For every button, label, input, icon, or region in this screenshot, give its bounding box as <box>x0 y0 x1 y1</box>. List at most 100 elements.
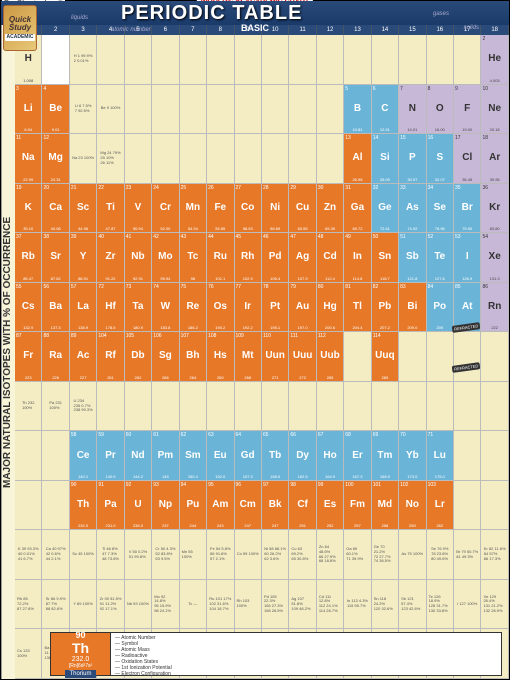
element-B: 5B10.81 <box>344 85 371 134</box>
isotope-cell <box>125 134 152 183</box>
isotope-cell <box>42 481 69 530</box>
logo-badge: ACADEMIC <box>5 34 36 41</box>
element-Ir: 77Ir192.2 <box>235 283 262 332</box>
isotope-cell: Ga 69 60.1%71 39.9% <box>344 530 371 579</box>
isotope-cell: Cr 50 4.3%52 83.8%53 9.5% <box>152 530 179 579</box>
isotope-cell <box>180 382 207 431</box>
group-num: 12 <box>317 25 344 35</box>
group-num: 8 <box>207 25 234 35</box>
element-Tc: 43Tc98 <box>180 233 207 282</box>
isotope-cell: Kr 82 11.6%84 57%86 17.3% <box>481 530 508 579</box>
key-symbol: Th <box>72 640 89 656</box>
quickstudy-logo: Quick Study ACADEMIC <box>3 5 37 51</box>
key-atomic-num: 90 <box>75 630 85 640</box>
element-Bk: 97Bk247 <box>262 481 289 530</box>
isotope-cell <box>262 382 289 431</box>
table-row: Rb 85 72.2%87 27.8%Sr 86 9.9%87 7%88 82.… <box>15 580 509 630</box>
isotope-cell: Rh 103 100% <box>235 580 262 629</box>
element-Sn: 50Sn118.7 <box>372 233 399 282</box>
group-num: 3 <box>70 25 97 35</box>
element-Ge: 32Ge72.61 <box>372 184 399 233</box>
isotope-cell <box>481 431 508 480</box>
element-Cu: 29Cu63.55 <box>289 184 316 233</box>
element-Pb: 82Pb207.2 <box>372 283 399 332</box>
isotope-cell: Th 232100% <box>15 382 42 431</box>
element-Po: 84Po209 <box>427 283 454 332</box>
element-Se: 34Se78.96 <box>427 184 454 233</box>
isotope-cell: Ca 40 97%42 0.6%44 2.1% <box>42 530 69 579</box>
isotope-cell <box>235 85 262 134</box>
isotope-cell <box>235 35 262 84</box>
element-Lr: 103Lr262 <box>427 481 454 530</box>
isotope-cell: Mg 24 79%25 10%26 11% <box>97 134 124 183</box>
isotope-cell <box>42 431 69 480</box>
atomic-label: atomic number <box>111 27 151 33</box>
element-Fe: 26Fe55.85 <box>207 184 234 233</box>
element-Ba: 56Ba137.3 <box>42 283 69 332</box>
isotope-cell <box>207 85 234 134</box>
element-Pu: 94Pu244 <box>180 481 207 530</box>
isotope-cell <box>152 134 179 183</box>
element-Yb: 70Yb173.0 <box>399 431 426 480</box>
element-Al: 13Al26.98 <box>344 134 371 183</box>
element-Rf: 104Rf261 <box>97 332 124 381</box>
isotope-cell: Fe 54 5.8%56 91.8%57 2.1% <box>207 530 234 579</box>
isotope-cell <box>207 382 234 431</box>
gases-label: gases <box>433 11 449 17</box>
isotope-cell <box>317 382 344 431</box>
solids-label: solids <box>464 25 479 31</box>
isotope-cell <box>262 85 289 134</box>
isotope-cell <box>481 332 508 381</box>
isotope-cell <box>180 85 207 134</box>
isotope-cell <box>125 382 152 431</box>
isotope-cell: K 39 93.3%40 0.01%41 6.7% <box>15 530 42 579</box>
element-Li: 3Li6.94 <box>15 85 42 134</box>
isotope-cell <box>317 134 344 183</box>
isotope-cell: Te 126 18.9%128 31.7%130 33.8% <box>427 580 454 629</box>
group-num: 15 <box>399 25 426 35</box>
element-No: 102No259 <box>399 481 426 530</box>
element-Ta: 73Ta180.9 <box>125 283 152 332</box>
liquids-label: liquids <box>71 15 88 21</box>
element-In: 49In114.8 <box>344 233 371 282</box>
chart-subtitle: BASIC <box>241 23 269 33</box>
table-row: K 39 93.3%40 0.01%41 6.7%Ca 40 97%42 0.6… <box>15 530 509 580</box>
isotope-cell <box>262 35 289 84</box>
element-P: 15P30.97 <box>399 134 426 183</box>
isotope-cell <box>344 382 371 431</box>
isotope-cell: Ag 107 51.8%109 48.2% <box>289 580 316 629</box>
element-Cm: 96Cm247 <box>235 481 262 530</box>
element-Uuq: 114Uuq289 <box>372 332 399 381</box>
element-He: 2He4.003 <box>481 35 508 84</box>
element-Nb: 41Nb92.91 <box>125 233 152 282</box>
element-Ag: 47Ag107.9 <box>289 233 316 282</box>
isotope-cell <box>125 85 152 134</box>
element-Ho: 67Ho164.9 <box>317 431 344 480</box>
isotope-cell <box>207 134 234 183</box>
isotope-cell <box>15 431 42 480</box>
element-Y: 39Y88.91 <box>70 233 97 282</box>
isotope-cell: Li 6 7.5%7 92.5% <box>70 85 97 134</box>
element-O: 8O16.00 <box>427 85 454 134</box>
element-Pr: 59Pr140.9 <box>97 431 124 480</box>
isotope-cell: Sr 86 9.9%87 7%88 82.6% <box>42 580 69 629</box>
element-Ru: 44Ru101.1 <box>207 233 234 282</box>
isotope-cell: Pa 231100% <box>42 382 69 431</box>
element-Kr: 36Kr83.80 <box>481 184 508 233</box>
element-Er: 68Er167.3 <box>344 431 371 480</box>
element-Gd: 64Gd157.3 <box>235 431 262 480</box>
element-Tm: 69Tm168.9 <box>372 431 399 480</box>
isotope-cell <box>481 481 508 530</box>
isotope-cell: In 113 4.3%115 95.7% <box>344 580 371 629</box>
isotope-cell <box>344 35 371 84</box>
element-Si: 14Si28.09 <box>372 134 399 183</box>
element-Uuu: 111Uuu272 <box>289 332 316 381</box>
isotope-cell <box>454 382 481 431</box>
element-Ti: 22Ti47.87 <box>97 184 124 233</box>
isotope-cell: Mn 55 100% <box>180 530 207 579</box>
isotope-cell <box>317 35 344 84</box>
element-Es: 99Es252 <box>317 481 344 530</box>
isotope-cell: Pd 105 22.3%106 27.3%108 26.5% <box>262 580 289 629</box>
isotope-cell <box>235 134 262 183</box>
element-V: 23V50.94 <box>125 184 152 233</box>
